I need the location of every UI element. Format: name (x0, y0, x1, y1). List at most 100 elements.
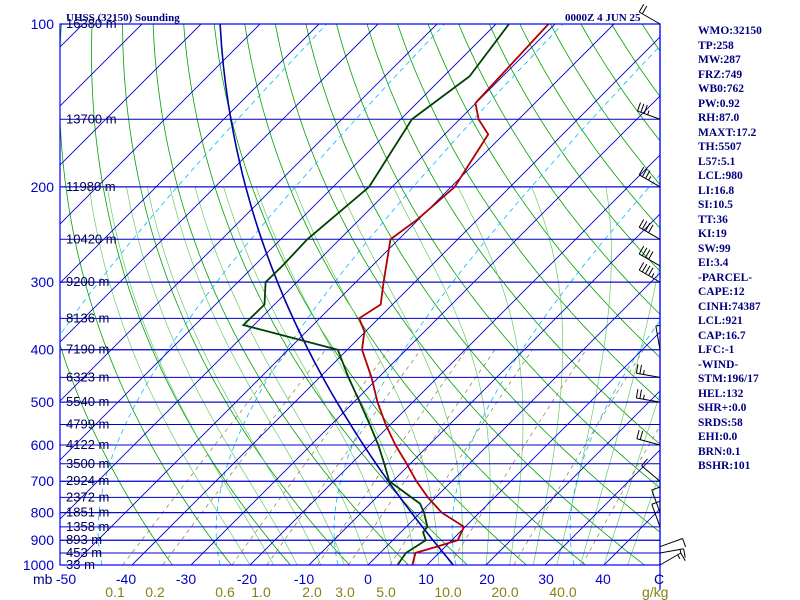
height-label: 2924 m (66, 473, 109, 488)
isotherm-line (367, 272, 660, 565)
isotherm-line (485, 390, 660, 565)
pressure-tick-label: 400 (31, 342, 55, 358)
pressure-tick-label: 700 (31, 473, 55, 489)
isotherm-line (308, 213, 660, 565)
moist-adiabat-line (169, 186, 345, 565)
sounding-index-item: HEL:132 (698, 387, 744, 400)
wet-bulb-line (569, 320, 660, 565)
temperature-tick-label: -30 (176, 571, 196, 587)
isotherm-line (60, 24, 497, 461)
height-label: 1358 m (66, 519, 109, 534)
height-label: 13700 m (66, 111, 117, 126)
pressure-tick-label: 500 (31, 394, 55, 410)
wind-barb (638, 245, 661, 267)
height-label: 33 m (66, 557, 95, 572)
temperature-tick-label: 0 (364, 571, 372, 587)
sounding-index-item: L57:5.1 (698, 155, 736, 168)
height-label: 7190 m (66, 342, 109, 357)
isotherm-line (249, 154, 660, 565)
temperature-tick-label: -20 (237, 571, 257, 587)
sounding-index-item: WMO:32150 (698, 25, 762, 37)
sounding-index-item: STM:196/17 (698, 373, 759, 385)
height-label: 2372 m (66, 489, 109, 504)
dry-adiabat-line (580, 24, 660, 142)
wind-barb (638, 3, 661, 25)
plot-border (59, 23, 661, 566)
chart-frame (59, 23, 661, 590)
temperature-tick-label: 10 (418, 571, 434, 587)
sounding-index-item: MW:287 (698, 54, 741, 66)
isotherm-line (60, 24, 320, 284)
moist-adiabat-line (556, 186, 612, 565)
sounding-profiles (219, 24, 550, 565)
wind-barb (659, 552, 686, 566)
moist-adiabat-line (580, 260, 660, 565)
isotherm-line (60, 24, 202, 166)
sounding-index-item: SRDS:58 (698, 416, 743, 429)
isotherm-line (60, 24, 379, 343)
isotherm-line (426, 331, 660, 565)
sounding-index-item: EI:3.4 (698, 257, 729, 269)
pressure-tick-label: 1000 (23, 557, 54, 573)
sounding-index-item: WB0:762 (698, 83, 744, 95)
mixing-ratio-line (317, 349, 467, 565)
isotherm-line (60, 24, 438, 402)
isotherm-line (60, 24, 261, 225)
sounding-index-item: CAPE:12 (698, 286, 745, 298)
moist-adiabat-line (339, 186, 464, 565)
sounding-index-item: LI:16.8 (698, 184, 735, 197)
mixing-ratio-unit-label: g/kg (642, 584, 668, 600)
dry-adiabat-line (91, 24, 291, 565)
temperature-tick-label: -40 (116, 571, 136, 587)
temperature-tick-label: 40 (595, 571, 611, 587)
isotherm-line (72, 24, 615, 565)
height-label: 1851 m (66, 505, 109, 520)
height-label: 453 m (66, 545, 102, 560)
temperature-profile (358, 24, 550, 565)
wind-barb (641, 458, 661, 482)
height-label: 16380 m (66, 16, 117, 31)
sounding-index-item: EHI:0.0 (698, 431, 738, 443)
height-label: 6323 m (66, 369, 109, 384)
moist-adiabat-line (194, 186, 369, 565)
sounding-index-item: LFC:-1 (698, 344, 735, 356)
sounding-index-item: -PARCEL- (698, 271, 753, 284)
mixing-ratio-tick-label: 5.0 (376, 584, 396, 600)
sounding-index-item: KI:19 (698, 228, 727, 240)
mixing-ratio-tick-label: 1.0 (251, 584, 271, 600)
isotherm-line (131, 36, 660, 565)
temperature-tick-label: -50 (56, 571, 76, 587)
height-label: 3500 m (66, 456, 109, 471)
height-label: 5540 m (66, 394, 109, 409)
height-label: 893 m (66, 532, 102, 547)
mixing-ratio-tick-label: 3.0 (335, 584, 355, 600)
height-label: 8136 m (66, 310, 109, 325)
sounding-index-item: TP:258 (698, 39, 734, 52)
sounding-index-item: TH:5507 (698, 141, 742, 153)
moist-adiabat-line (627, 472, 660, 565)
moist-adiabat-line (126, 186, 298, 565)
dry-adiabat-line (122, 24, 350, 565)
wind-barb (635, 364, 661, 378)
wind-barb (659, 538, 687, 548)
wind-barb (636, 429, 661, 446)
wind-barb (635, 389, 661, 403)
chart-grid (0, 24, 660, 565)
mixing-ratio-tick-label: 2.0 (302, 584, 322, 600)
isotherm-line (0, 24, 24, 565)
pressure-tick-label: 100 (31, 16, 55, 32)
pressure-tick-label: 800 (31, 505, 55, 521)
sounding-indices-panel: WMO:32150 TP:258 MW:287 FRZ:749 WB0:762 PW:0.… (698, 24, 762, 474)
sounding-index-item: SI:10.5 (698, 199, 733, 211)
sounding-index-item: TT:36 (698, 213, 728, 226)
temperature-tick-label: -10 (294, 571, 314, 587)
mixing-ratio-line (581, 425, 660, 565)
sounding-time: 0000Z 4 JUN 25 (565, 12, 641, 24)
sounding-index-item: PW:0.92 (698, 97, 740, 110)
mixing-ratio-line (266, 349, 422, 565)
sounding-index-item: CAP:16.7 (698, 329, 746, 342)
wind-barb (638, 262, 661, 283)
height-label: 4799 m (66, 417, 109, 432)
